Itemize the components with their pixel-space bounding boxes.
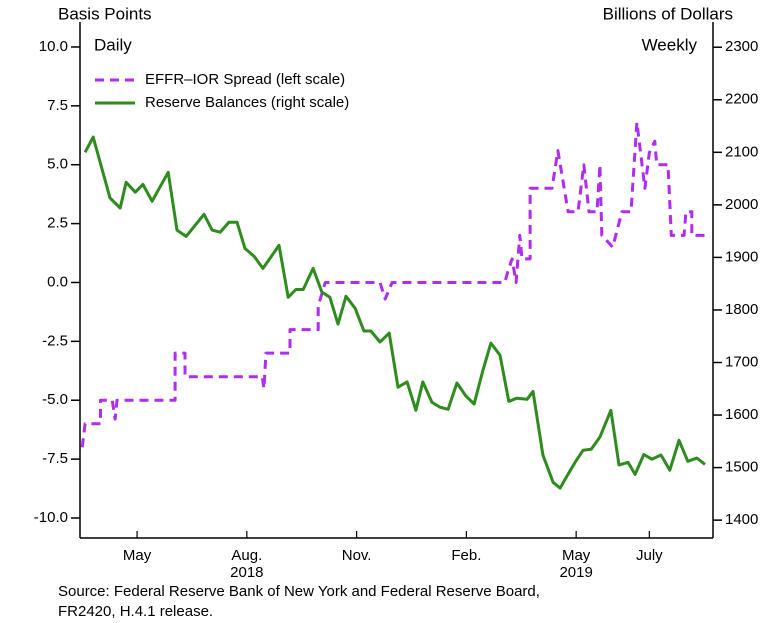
y-tick-label: 2.5 — [47, 215, 68, 232]
left-note: Daily — [94, 35, 132, 54]
y-tick-label: 5.0 — [47, 156, 68, 173]
legend-label: EFFR–IOR Spread (left scale) — [145, 71, 345, 88]
legend-label: Reserve Balances (right scale) — [145, 94, 349, 111]
x-tick-label: May — [123, 547, 152, 564]
y2-tick-label: 1400 — [725, 511, 758, 528]
y2-tick-label: 1600 — [725, 406, 758, 423]
y2-tick-label: 1900 — [725, 248, 758, 265]
right-axis-label: Billions of Dollars — [603, 4, 733, 23]
source: Source: Federal Reserve Bank of New York… — [58, 583, 540, 600]
y2-tick-label: 2000 — [725, 196, 758, 213]
series-line — [83, 135, 706, 490]
source: FR2420, H.4.1 release. — [58, 603, 213, 620]
x-tick-label: July — [636, 547, 663, 564]
y2-tick-label: 2300 — [725, 38, 758, 55]
right-note: Weekly — [642, 35, 698, 54]
left-axis-label: Basis Points — [58, 4, 152, 23]
series-line — [80, 120, 705, 448]
y2-tick-label: 1700 — [725, 353, 758, 370]
y2-tick-label: 1800 — [725, 301, 758, 318]
y-tick-label: 10.0 — [39, 38, 68, 55]
x-tick-label: Feb. — [451, 547, 481, 564]
y-tick-label: -5.0 — [42, 391, 68, 408]
y-tick-label: -7.5 — [42, 450, 68, 467]
x-tick-label: May — [562, 547, 591, 564]
x-tick-label: Aug. — [231, 547, 262, 564]
y-tick-label: -10.0 — [34, 509, 68, 526]
y2-tick-label: 2200 — [725, 91, 758, 108]
y-tick-label: 0.0 — [47, 273, 68, 290]
y-tick-label: 7.5 — [47, 97, 68, 114]
x-year-label: 2018 — [230, 564, 263, 581]
y2-tick-label: 2100 — [725, 143, 758, 160]
x-tick-label: Nov. — [342, 547, 372, 564]
x-year-label: 2019 — [559, 564, 592, 581]
y2-tick-label: 1500 — [725, 459, 758, 476]
y-tick-label: -2.5 — [42, 332, 68, 349]
